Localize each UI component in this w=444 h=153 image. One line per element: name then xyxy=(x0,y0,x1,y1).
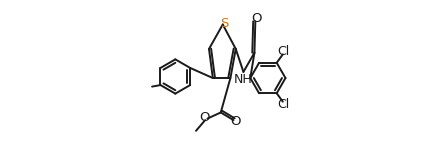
Text: O: O xyxy=(230,115,241,128)
Text: O: O xyxy=(199,111,210,124)
Text: S: S xyxy=(220,17,229,30)
Text: Cl: Cl xyxy=(278,98,289,111)
Text: Cl: Cl xyxy=(278,45,289,58)
Text: O: O xyxy=(252,12,262,25)
Text: NH: NH xyxy=(234,73,253,86)
